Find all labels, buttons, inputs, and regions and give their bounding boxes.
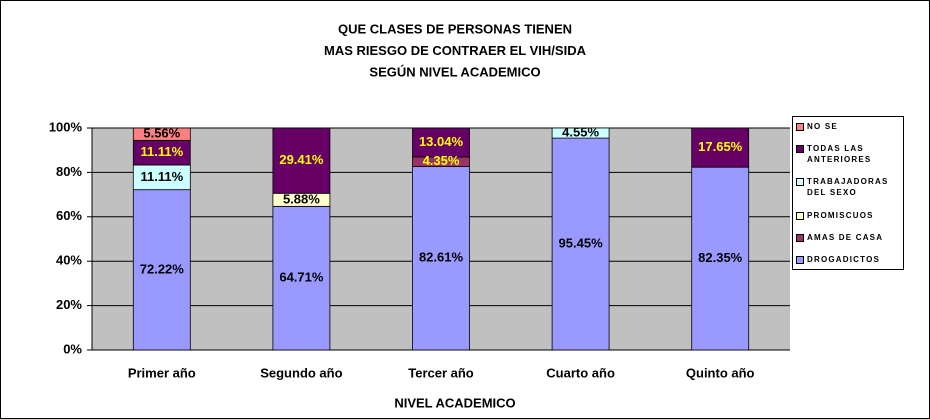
data-label: 13.04%: [419, 134, 464, 149]
x-axis-title: NIVEL ACADEMICO: [394, 395, 515, 410]
data-label: 64.71%: [279, 270, 324, 285]
y-tick-label: 40%: [56, 253, 82, 268]
data-label: 4.55%: [562, 124, 599, 139]
y-tick-label: 60%: [56, 208, 82, 223]
data-label: 17.65%: [698, 139, 743, 154]
data-label: 29.41%: [279, 152, 324, 167]
data-label: 82.35%: [698, 250, 743, 265]
legend-swatch: [796, 145, 804, 154]
y-tick-label: 80%: [56, 164, 82, 179]
data-label: 5.56%: [143, 126, 180, 141]
legend-swatch: [796, 123, 804, 131]
data-label: 95.45%: [559, 235, 604, 250]
legend-swatch: [796, 178, 804, 187]
x-tick-label: Tercer año: [408, 365, 474, 380]
bar-segment: [132, 127, 191, 141]
legend-swatch: [796, 233, 804, 242]
x-tick-label: Cuarto año: [546, 365, 615, 380]
bar-segment: [272, 205, 331, 351]
bar-segment: [412, 166, 470, 351]
data-label: 11.11%: [140, 169, 183, 184]
bar-segment: [412, 127, 470, 158]
legend-swatch: [796, 255, 804, 264]
chart-title: SEGÚN NIVEL ACADEMICO: [369, 64, 540, 79]
data-label: 82.61%: [419, 250, 464, 265]
legend-label: DROGADICTOS: [807, 254, 881, 264]
legend-label: NO SE: [807, 122, 838, 131]
legend-item: TRABAJADORAS DEL SEXO: [796, 176, 900, 198]
x-tick-label: Primer año: [128, 365, 196, 380]
legend-item: TODAS LAS ANTERIORES: [796, 143, 900, 165]
y-tick-label: 20%: [56, 297, 82, 312]
bar-segment: [691, 166, 750, 351]
legend-item: PROMISCUOS: [796, 210, 900, 221]
data-label: 4.35%: [423, 153, 460, 168]
legend-label: AMAS DE CASA: [807, 232, 884, 242]
bar-segment: [132, 164, 191, 191]
chart-title: MAS RIESGO DE CONTRAER EL VIH/SIDA: [324, 43, 587, 58]
x-tick-label: Quinto año: [686, 365, 755, 380]
y-tick-label: 0%: [63, 341, 82, 356]
x-tick-label: Segundo año: [260, 365, 342, 380]
chart-title: QUE CLASES DE PERSONAS TIENEN: [338, 21, 572, 36]
data-label: 72.22%: [140, 261, 185, 276]
bar-segment: [272, 127, 331, 194]
legend: DROGADICTOS AMAS DE CASA PROMISCUOS TRABAJA…: [792, 116, 904, 270]
legend-item: NO SE: [796, 121, 900, 132]
legend-label: TRABAJADORAS DEL SEXO: [807, 177, 889, 198]
bar-segment: [132, 139, 191, 166]
legend-swatch: [796, 211, 804, 220]
y-tick-label: 100%: [49, 119, 83, 134]
bar-segment: [551, 127, 610, 139]
legend-item: DROGADICTOS: [796, 254, 900, 265]
bar-segment: [691, 127, 750, 168]
data-label: 11.11%: [140, 144, 183, 159]
bar-segment: [132, 189, 191, 351]
legend-label: TODAS LAS ANTERIORES: [807, 144, 872, 165]
legend-item: AMAS DE CASA: [796, 232, 900, 243]
legend-label: PROMISCUOS: [807, 210, 874, 220]
data-label: 5.88%: [283, 191, 320, 206]
